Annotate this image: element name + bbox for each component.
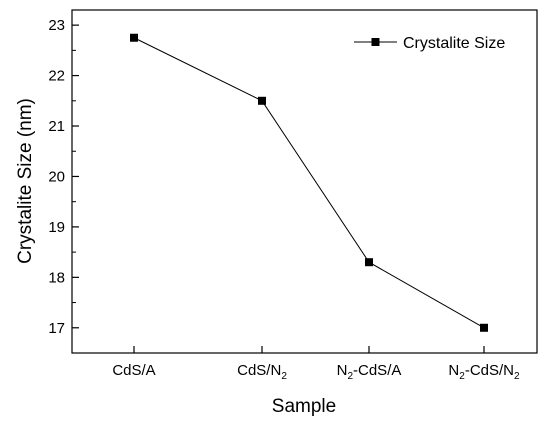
legend-marker <box>371 38 380 46</box>
series-layer <box>130 33 488 332</box>
x-tick-label: CdS/N2 <box>237 362 287 382</box>
x-tick-label: CdS/A <box>112 362 155 379</box>
data-point <box>480 323 488 332</box>
y-tick-label: 21 <box>48 118 65 135</box>
legend: Crystalite Size <box>354 35 505 52</box>
x-axis-ticks: CdS/A CdS/N2 N2-CdS/A N2-CdS/N2 <box>112 346 520 382</box>
series-line <box>133 37 485 329</box>
y-tick-label: 19 <box>48 219 65 236</box>
y-tick-label: 20 <box>48 168 65 185</box>
x-tick-label: N2-CdS/N2 <box>448 362 520 382</box>
x-axis-title: Sample <box>272 396 336 417</box>
legend-label: Crystalite Size <box>403 35 505 52</box>
x-tick-label: N2-CdS/A <box>337 362 402 382</box>
y-tick-label: 17 <box>48 320 65 337</box>
y-tick-label: 23 <box>48 17 65 34</box>
data-point <box>258 96 266 105</box>
data-point <box>130 33 138 42</box>
plot-area-frame <box>71 9 538 354</box>
y-tick-label: 22 <box>48 68 65 85</box>
y-tick-label: 18 <box>48 269 65 286</box>
y-axis-ticks: 17 18 19 20 21 22 23 <box>48 17 79 337</box>
y-axis-title: Crystalite Size (nm) <box>15 98 36 264</box>
data-point <box>365 258 373 267</box>
